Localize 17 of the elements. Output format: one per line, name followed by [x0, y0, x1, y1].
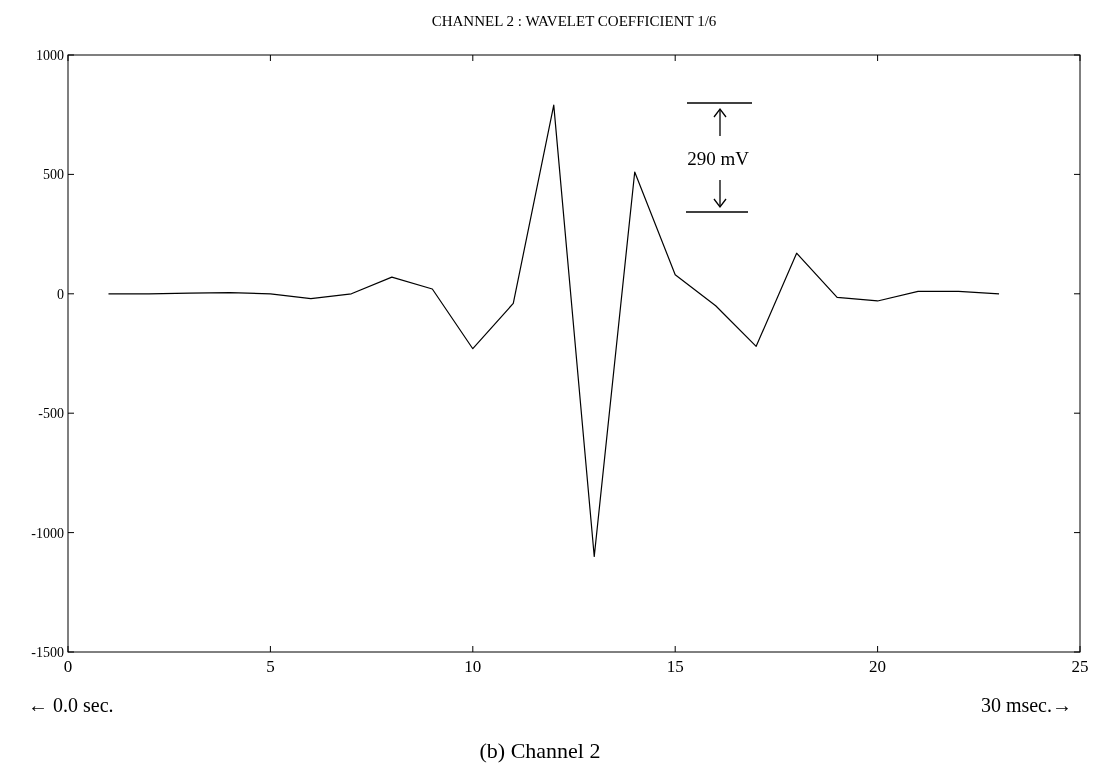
y-tick-label: -500 — [38, 406, 64, 422]
annotation: 290 mV — [687, 148, 750, 169]
x-tick-label: 15 — [666, 657, 684, 676]
x-tick-label: 10 — [464, 657, 482, 676]
x-tick-label: 25 — [1071, 657, 1089, 676]
text: 30 msec.→ — [980, 694, 1072, 716]
y-tick-label: -1000 — [31, 525, 64, 541]
x-tick-label: 20 — [869, 657, 887, 676]
y-tick-label: 0 — [57, 286, 64, 302]
text: (b) Channel 2 — [479, 738, 601, 763]
y-tick-label: 1000 — [36, 48, 64, 63]
x-tick-label: 5 — [266, 657, 275, 676]
y-tick-label: -1500 — [31, 645, 64, 660]
text: ← 0.0 sec. — [28, 694, 114, 716]
y-tick-label: 500 — [43, 167, 64, 183]
line-series — [107, 104, 1000, 558]
chart-title: CHANNEL 2 : WAVELET COEFFICIENT 1/6 — [431, 13, 717, 29]
